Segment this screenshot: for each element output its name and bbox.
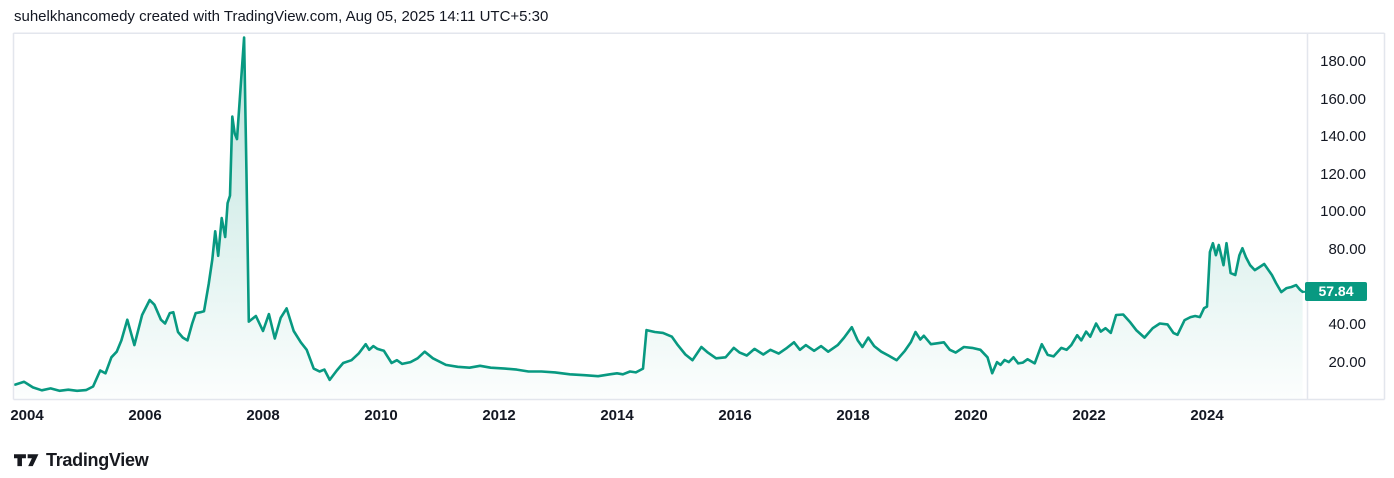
time-scale-label: 2022	[1072, 407, 1106, 424]
price-scale-label: 120.00	[1320, 165, 1366, 183]
time-scale-label: 2004	[10, 407, 44, 424]
price-scale-label: 40.00	[1328, 316, 1366, 334]
price-scale-label: 100.00	[1320, 203, 1366, 221]
time-scale-label: 2008	[246, 407, 280, 424]
footer: TradingView	[14, 448, 149, 472]
time-scale-label: 2012	[482, 407, 516, 424]
last-price-value: 57.84	[1318, 283, 1354, 300]
time-scale-label: 2010	[364, 407, 398, 424]
tradingview-logo-icon	[14, 453, 39, 466]
time-scale-label: 2018	[836, 407, 870, 424]
time-scale-label: 2006	[128, 407, 162, 424]
price-scale-label: 160.00	[1320, 90, 1366, 108]
time-scale-label: 2020	[954, 407, 988, 424]
tradingview-wordmark: TradingView	[46, 449, 149, 470]
last-price-badge: 57.84	[1305, 282, 1367, 302]
time-scale-label: 2014	[600, 407, 634, 424]
price-line	[14, 36, 1304, 393]
time-scale-label: 2016	[718, 407, 752, 424]
time-scale-label: 2024	[1190, 407, 1224, 424]
price-area-fill	[15, 37, 1303, 400]
price-scale-label: 80.00	[1328, 241, 1366, 259]
tradingview-logo-link[interactable]: TradingView	[14, 449, 149, 471]
attribution-text: suhelkhancomedy created with TradingView…	[14, 8, 549, 25]
chart-borders	[12, 32, 1386, 401]
price-scale-label: 140.00	[1320, 128, 1366, 146]
price-scale-label: 20.00	[1328, 353, 1366, 371]
price-scale-label: 180.00	[1320, 53, 1366, 70]
